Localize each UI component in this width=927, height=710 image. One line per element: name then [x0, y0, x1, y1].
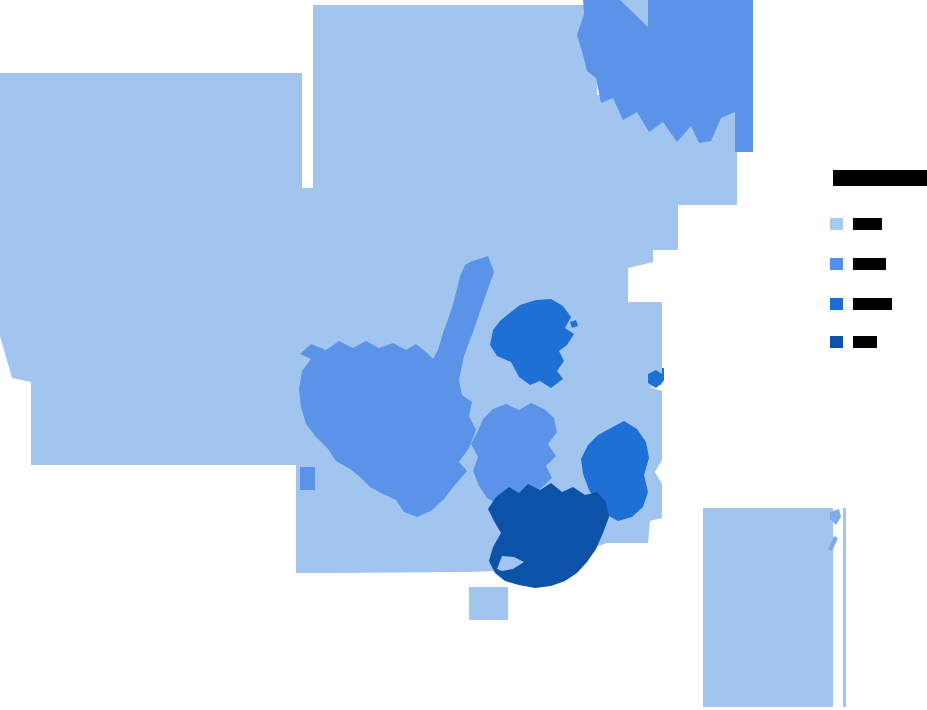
legend-swatch-tier-2-icon [830, 258, 843, 270]
sea-inset-island-a [830, 509, 841, 525]
legend-swatch-tier-1-icon [830, 218, 843, 230]
region-south-central-notch [497, 556, 524, 571]
south-island-square[interactable] [469, 587, 508, 620]
region-central-north-speck [570, 320, 578, 328]
legend-title-redacted-block [833, 170, 927, 186]
legend-label-tier-2-redacted-block [853, 258, 886, 270]
sea-inset-island-b [828, 536, 838, 551]
region-central-west-with-arm[interactable] [299, 256, 494, 517]
region-northeast-top-notch [620, 0, 648, 27]
legend-label-tier-3-redacted-block [853, 298, 892, 310]
legend-swatch-tier-4-icon [830, 336, 843, 348]
coastal-city-dot[interactable] [648, 370, 663, 388]
region-south-central[interactable] [488, 483, 609, 588]
legend-swatch-tier-3-icon [830, 298, 843, 310]
sea-inset-border-line [843, 508, 846, 707]
small-west-square[interactable] [300, 467, 315, 490]
region-northeast[interactable] [577, 0, 753, 152]
legend-label-tier-1-redacted-block [853, 218, 882, 230]
legend-label-tier-4-redacted-block [853, 336, 877, 348]
coastal-city-tick [662, 368, 664, 381]
region-central[interactable] [471, 403, 557, 505]
sea-inset-fill [703, 508, 833, 707]
region-central-north[interactable] [490, 299, 574, 388]
